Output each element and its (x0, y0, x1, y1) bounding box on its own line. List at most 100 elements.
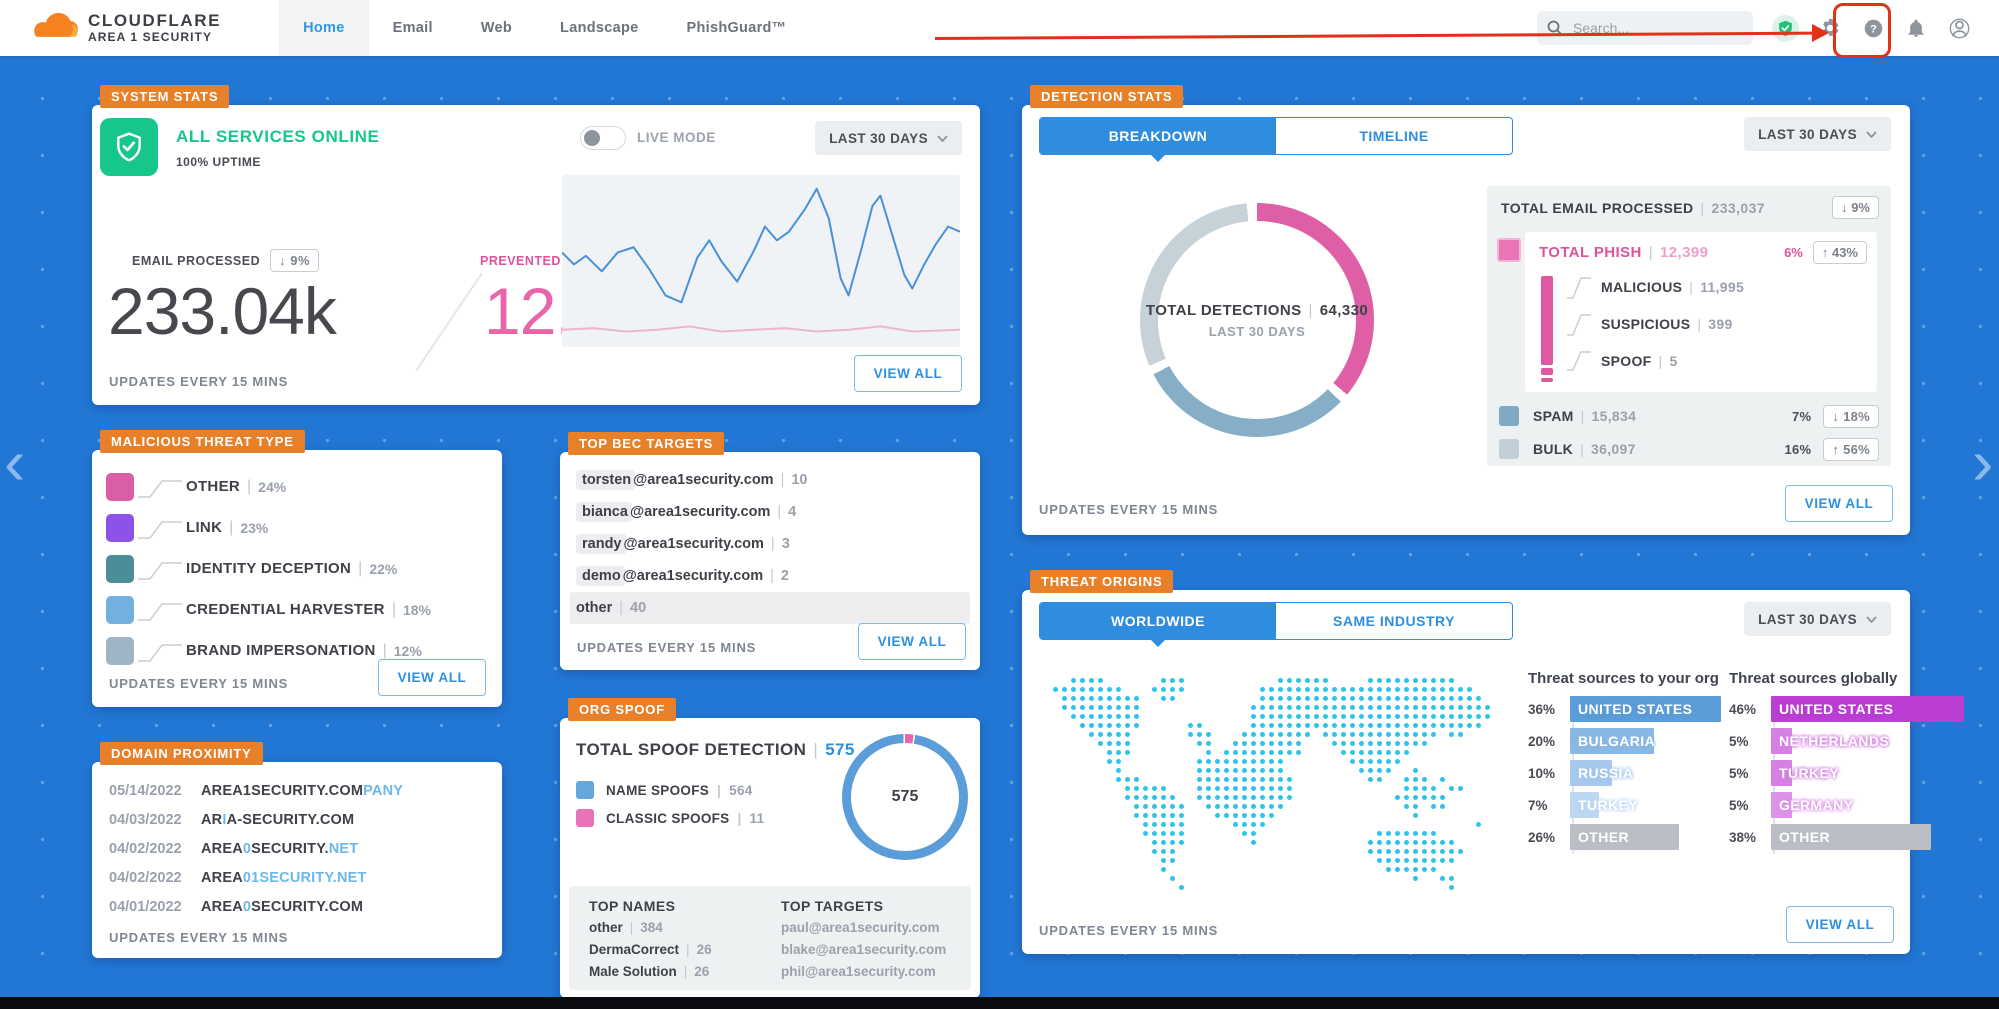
tab-timeline[interactable]: TIMELINE (1359, 128, 1429, 144)
pipe-divider: | (777, 504, 782, 520)
tab-same-industry[interactable]: SAME INDUSTRY (1333, 613, 1455, 629)
pipe-divider: | (358, 559, 363, 577)
top-nav: CLOUDFLARE AREA 1 SECURITY Home Email We… (0, 0, 1999, 56)
total-email-value: 233,037 (1711, 200, 1765, 216)
top-name: DermaCorrect (589, 942, 680, 957)
row-delta-badge: ↓ 18% (1823, 404, 1879, 428)
view-all-button[interactable]: VIEW ALL (378, 659, 486, 696)
threat-type-percent: 12% (393, 642, 422, 659)
bec-target-row[interactable]: bianca @area1security.com | 4 (570, 496, 970, 528)
domain-row[interactable]: 04/03/2022 ARIA-SECURITY.COM (109, 805, 488, 834)
nav-tab-web[interactable]: Web (480, 20, 513, 36)
row-value: 36,097 (1591, 441, 1636, 457)
pipe-divider: | (1689, 278, 1694, 295)
email-processed-label: EMAIL PROCESSED (132, 253, 261, 268)
system-range-dropdown[interactable]: LAST 30 DAYS (815, 121, 962, 155)
threat-source-percent: 5% (1729, 797, 1749, 813)
phish-child-row: MALICIOUS | 11,995 (1565, 268, 1744, 305)
threat-type-label: OTHER (186, 478, 240, 495)
updates-label: UPDATES EVERY 15 MINS (1039, 923, 1219, 938)
bulk-row: BULK | 36,097 16% ↑ 56% (1499, 435, 1879, 463)
threat-range-dropdown[interactable]: LAST 30 DAYS (1744, 602, 1891, 636)
detections-center-sub: LAST 30 DAYS (1208, 323, 1306, 339)
pipe-divider: | (737, 810, 742, 826)
row-delta-badge: ↑ 56% (1823, 437, 1879, 461)
svg-text:?: ? (1870, 23, 1877, 35)
domain-row[interactable]: 05/14/2022 AREA1SECURITY.COMPANY (109, 776, 488, 805)
pipe-divider: | (1580, 441, 1585, 457)
bec-target-row[interactable]: torsten @area1security.com | 10 (570, 464, 970, 496)
pipe-divider: | (229, 518, 234, 536)
chevron-down-icon (937, 134, 948, 142)
search-box[interactable] (1537, 11, 1753, 45)
pipe-divider: | (382, 641, 387, 659)
org-spoof-card: ORG SPOOF TOTAL SPOOF DETECTION | 575 NAME… (560, 698, 980, 998)
view-all-button[interactable]: VIEW ALL (858, 623, 966, 660)
toggle-knob (584, 129, 600, 146)
top-bec-targets-card: TOP BEC TARGETS torsten @area1security.co… (560, 432, 980, 670)
nav-tab-home[interactable]: Home (279, 0, 369, 56)
detection-stats-badge: DETECTION STATS (1030, 85, 1184, 108)
notifications-bell-icon[interactable] (1904, 16, 1928, 40)
phish-child-value: 399 (1708, 315, 1733, 332)
bec-target-count: 3 (781, 536, 790, 552)
spoof-legend-row: CLASSIC SPOOFS | 11 (576, 804, 764, 832)
threat-color-chip (106, 595, 134, 624)
tab-breakdown[interactable]: BREAKDOWN (1040, 118, 1276, 154)
threat-source-bar: UNITED STATES (1570, 696, 1722, 722)
live-mode-toggle[interactable] (580, 126, 626, 150)
user-profile-icon[interactable] (1947, 16, 1971, 40)
phish-percent: 6% (1784, 245, 1803, 260)
threat-type-label: LINK (186, 519, 223, 536)
phish-child-value: 5 (1669, 352, 1678, 369)
nav-tab-email[interactable]: Email (392, 20, 433, 36)
view-all-button[interactable]: VIEW ALL (1785, 485, 1893, 522)
threat-type-list: OTHER | 24% LINK | 23% IDENTITY DECEPTION | 22% C… (106, 466, 488, 671)
threat-source-percent: 26% (1528, 829, 1556, 845)
pipe-divider: | (717, 782, 722, 798)
pipe-divider: | (247, 477, 252, 495)
tab-worldwide[interactable]: WORLDWIDE (1040, 603, 1276, 639)
bec-target-row[interactable]: randy @area1security.com | 3 (570, 528, 970, 560)
bec-target-row[interactable]: other | 40 (570, 592, 970, 624)
nav-tab-phishguard[interactable]: PhishGuard™ (686, 20, 787, 36)
pipe-divider: | (1697, 315, 1702, 332)
top-name: Male Solution (589, 964, 677, 979)
top-names-title: TOP NAMES (589, 898, 676, 914)
carousel-left-chevron-icon[interactable]: ‹ (4, 426, 26, 498)
help-icon[interactable]: ? (1861, 16, 1885, 40)
domain-row[interactable]: 04/01/2022 AREA0SECURITY.COM (109, 892, 488, 921)
threat-color-chip (106, 513, 134, 542)
traffic-line-chart (562, 175, 960, 347)
threat-source-country: GERMANY (1779, 797, 1854, 813)
threat-color-chip (106, 636, 134, 665)
domain-date: 04/02/2022 (109, 869, 182, 886)
malicious-threat-type-badge: MALICIOUS THREAT TYPE (100, 430, 305, 453)
pipe-divider: | (1580, 408, 1585, 424)
phish-child-label: SUSPICIOUS (1601, 315, 1691, 332)
bec-target-row[interactable]: demo @area1security.com | 2 (570, 560, 970, 592)
protection-status-icon[interactable] (1772, 14, 1799, 42)
view-all-button[interactable]: VIEW ALL (1786, 906, 1894, 943)
spam-row: SPAM | 15,834 7% ↓ 18% (1499, 402, 1879, 430)
row-label: SPAM (1533, 408, 1574, 424)
view-all-button[interactable]: VIEW ALL (854, 355, 962, 392)
pipe-divider: | (780, 472, 785, 488)
threat-type-row: OTHER | 24% (106, 466, 488, 507)
total-spoof-label: TOTAL SPOOF DETECTION (576, 740, 807, 759)
threat-source-percent: 10% (1528, 765, 1556, 781)
phish-stacked-bar (1541, 276, 1553, 382)
domain-row[interactable]: 04/02/2022 AREA0SECURITY.NET (109, 834, 488, 863)
detection-range-dropdown[interactable]: LAST 30 DAYS (1744, 117, 1891, 151)
connector-line (138, 479, 182, 498)
nav-right-cluster: ? (1537, 11, 1999, 45)
detections-center-label: TOTAL DETECTIONS | 64,330 (1145, 301, 1369, 319)
connector-line (1567, 314, 1591, 336)
annotation-arrowhead (1812, 24, 1829, 42)
nav-tab-landscape[interactable]: Landscape (560, 20, 639, 36)
detections-total-value: 64,330 (1319, 301, 1369, 319)
domain-row[interactable]: 04/02/2022 AREA01SECURITY.NET (109, 863, 488, 892)
carousel-right-chevron-icon[interactable]: › (1972, 426, 1994, 498)
threat-source-percent: 7% (1528, 797, 1548, 813)
active-tab-pointer (1149, 153, 1167, 162)
